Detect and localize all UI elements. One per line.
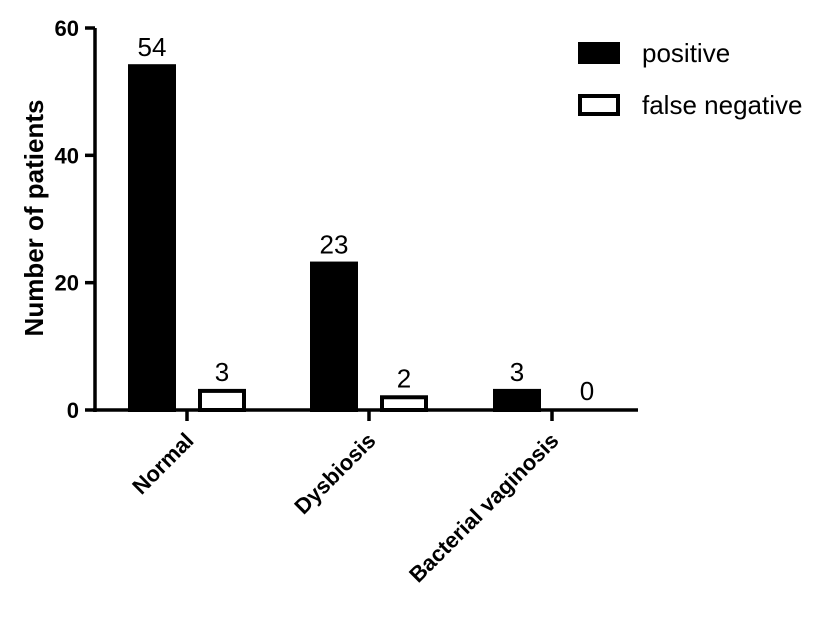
legend-label-positive: positive bbox=[642, 38, 730, 68]
y-ticks-layer: 0 20 40 60 bbox=[55, 16, 95, 423]
legend-swatch-positive bbox=[578, 42, 620, 64]
y-tick-label: 0 bbox=[67, 398, 79, 423]
data-label: 3 bbox=[215, 357, 229, 387]
data-label: 54 bbox=[138, 32, 167, 62]
x-labels-layer: Normal Dysbiosis Bacterial vaginosis bbox=[127, 410, 564, 587]
data-label: 0 bbox=[580, 376, 594, 406]
legend-swatch-false-negative bbox=[578, 94, 620, 116]
bar-positive-bacterial-vaginosis bbox=[493, 388, 541, 412]
bar-positive-dysbiosis bbox=[310, 261, 358, 413]
bar-false-negative-dysbiosis bbox=[380, 395, 428, 412]
data-labels-layer: 54 23 3 3 2 0 bbox=[138, 32, 595, 406]
y-tick-label: 20 bbox=[55, 271, 79, 296]
y-axis-title: Number of patients bbox=[19, 100, 49, 337]
x-category-label: Bacterial vaginosis bbox=[404, 428, 563, 587]
y-tick-label: 60 bbox=[55, 16, 79, 41]
legend-label-false-negative: false negative bbox=[642, 90, 802, 120]
data-label: 3 bbox=[510, 357, 524, 387]
data-label: 23 bbox=[320, 230, 349, 260]
bars-layer bbox=[128, 64, 541, 413]
axes-layer bbox=[93, 28, 638, 412]
x-category-label: Normal bbox=[127, 428, 198, 499]
y-axis-title-group: Number of patients bbox=[19, 100, 49, 337]
bar-positive-normal bbox=[128, 64, 176, 412]
y-tick-label: 40 bbox=[55, 143, 79, 168]
x-category-label: Dysbiosis bbox=[289, 428, 380, 519]
data-label: 2 bbox=[397, 363, 411, 393]
bar-false-negative-normal bbox=[198, 388, 246, 412]
legend: positive false negative bbox=[578, 38, 802, 120]
